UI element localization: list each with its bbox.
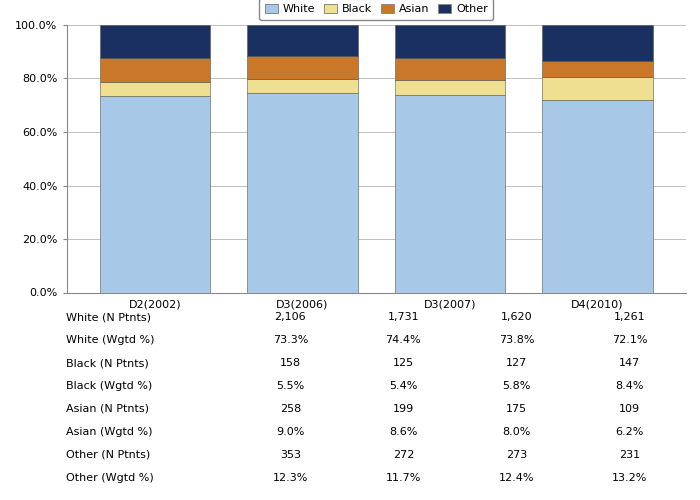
Text: 199: 199 (393, 404, 414, 414)
Text: 5.4%: 5.4% (389, 381, 417, 391)
Text: White (N Ptnts): White (N Ptnts) (66, 312, 151, 322)
Text: 125: 125 (393, 358, 414, 368)
Bar (247, 94, 358, 292)
Text: 6.2%: 6.2% (615, 427, 644, 437)
Bar (99, 58, 210, 82)
Bar (99, 82, 210, 96)
Text: 74.4%: 74.4% (386, 335, 421, 345)
Text: 9.0%: 9.0% (276, 427, 304, 437)
Bar (395, 25, 505, 58)
Bar (247, 79, 358, 94)
Text: 8.0%: 8.0% (502, 427, 531, 437)
Text: 158: 158 (280, 358, 301, 368)
Text: 8.4%: 8.4% (615, 381, 644, 391)
Text: Black (N Ptnts): Black (N Ptnts) (66, 358, 149, 368)
Text: 1,261: 1,261 (614, 312, 645, 322)
Bar (395, 80, 505, 95)
Bar (542, 77, 653, 100)
Text: 8.6%: 8.6% (389, 427, 417, 437)
Text: 231: 231 (619, 450, 640, 460)
Text: 5.5%: 5.5% (276, 381, 304, 391)
Text: 12.4%: 12.4% (498, 473, 534, 483)
Text: 11.7%: 11.7% (386, 473, 421, 483)
Text: White (Wgtd %): White (Wgtd %) (66, 335, 155, 345)
Text: 1,731: 1,731 (388, 312, 419, 322)
Legend: White, Black, Asian, Other: White, Black, Asian, Other (259, 0, 494, 20)
Text: 1,620: 1,620 (500, 312, 532, 322)
Text: Other (N Ptnts): Other (N Ptnts) (66, 450, 150, 460)
Text: Black (Wgtd %): Black (Wgtd %) (66, 381, 153, 391)
Text: 272: 272 (393, 450, 414, 460)
Bar (99, 24, 210, 58)
Text: 258: 258 (280, 404, 301, 414)
Text: 5.8%: 5.8% (502, 381, 531, 391)
Bar (395, 58, 505, 80)
Text: 127: 127 (506, 358, 527, 368)
Bar (395, 95, 505, 292)
Text: 273: 273 (506, 450, 527, 460)
Text: 73.3%: 73.3% (272, 335, 308, 345)
Text: 2,106: 2,106 (274, 312, 306, 322)
Text: 12.3%: 12.3% (272, 473, 308, 483)
Bar (247, 56, 358, 79)
Bar (247, 24, 358, 56)
Text: 13.2%: 13.2% (612, 473, 648, 483)
Bar (542, 100, 653, 292)
Text: 147: 147 (619, 358, 640, 368)
Text: 73.8%: 73.8% (498, 335, 534, 345)
Text: 175: 175 (506, 404, 527, 414)
Text: Asian (N Ptnts): Asian (N Ptnts) (66, 404, 150, 414)
Bar (542, 60, 653, 77)
Text: Asian (Wgtd %): Asian (Wgtd %) (66, 427, 153, 437)
Bar (542, 26, 653, 60)
Text: 353: 353 (280, 450, 301, 460)
Text: Other (Wgtd %): Other (Wgtd %) (66, 473, 154, 483)
Bar (99, 96, 210, 292)
Text: 72.1%: 72.1% (612, 335, 648, 345)
Text: 109: 109 (619, 404, 640, 414)
